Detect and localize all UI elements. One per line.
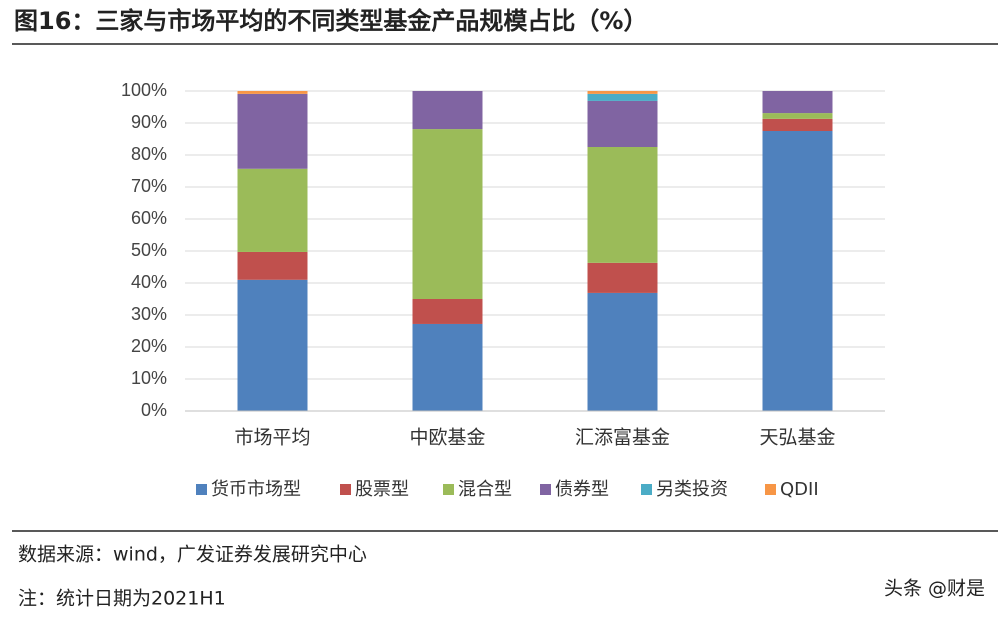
y-tick-label: 10%	[131, 368, 167, 388]
bar-segment	[762, 113, 833, 119]
bar-segment	[412, 129, 483, 299]
y-tick-label: 60%	[131, 208, 167, 228]
y-tick-label: 30%	[131, 304, 167, 324]
y-tick-label: 70%	[131, 176, 167, 196]
legend-swatch	[196, 484, 207, 495]
note: 注：统计日期为2021H1	[18, 588, 226, 610]
legend-swatch	[765, 484, 776, 495]
legend-label: 另类投资	[656, 479, 728, 500]
legend-label: 股票型	[355, 479, 409, 500]
bar-segment	[762, 131, 833, 411]
source: 数据来源：wind，广发证券发展研究中心	[18, 544, 367, 566]
bar-segment	[587, 93, 658, 101]
legend-label: 债券型	[555, 479, 609, 500]
y-tick-label: 0%	[141, 400, 167, 420]
bar-segment	[762, 118, 833, 131]
bar-segment	[587, 100, 658, 147]
legend-swatch	[443, 484, 454, 495]
chart-title: 图16：三家与市场平均的不同类型基金产品规模占比（%）	[14, 7, 647, 35]
legend-swatch	[340, 484, 351, 495]
legend-label: 混合型	[458, 479, 512, 500]
bar-segment	[587, 147, 658, 263]
watermark: 头条 @财是	[884, 578, 985, 600]
bar-segment	[237, 251, 308, 280]
y-tick-label: 20%	[131, 336, 167, 356]
x-tick-label: 中欧基金	[409, 427, 485, 449]
legend-swatch	[641, 484, 652, 495]
bar-segment	[237, 91, 308, 94]
y-tick-label: 50%	[131, 240, 167, 260]
y-tick-label: 90%	[131, 112, 167, 132]
y-tick-label: 100%	[121, 80, 167, 100]
bar-segment	[762, 91, 833, 114]
bar-segment	[237, 93, 308, 169]
bar-segment	[587, 91, 658, 94]
y-tick-label: 40%	[131, 272, 167, 292]
bar-segment	[412, 299, 483, 324]
bar-segment	[237, 279, 308, 411]
legend-label: 货币市场型	[211, 479, 301, 500]
legend-label: QDII	[780, 479, 819, 500]
bar-segment	[412, 91, 483, 130]
x-tick-label: 市场平均	[234, 427, 310, 449]
bar-segment	[412, 323, 483, 411]
x-tick-label: 天弘基金	[759, 427, 835, 449]
legend-swatch	[540, 484, 551, 495]
bar-segment	[587, 262, 658, 293]
y-tick-label: 80%	[131, 144, 167, 164]
x-tick-label: 汇添富基金	[575, 427, 670, 449]
bar-segment	[237, 168, 308, 252]
bar-segment	[587, 292, 658, 411]
